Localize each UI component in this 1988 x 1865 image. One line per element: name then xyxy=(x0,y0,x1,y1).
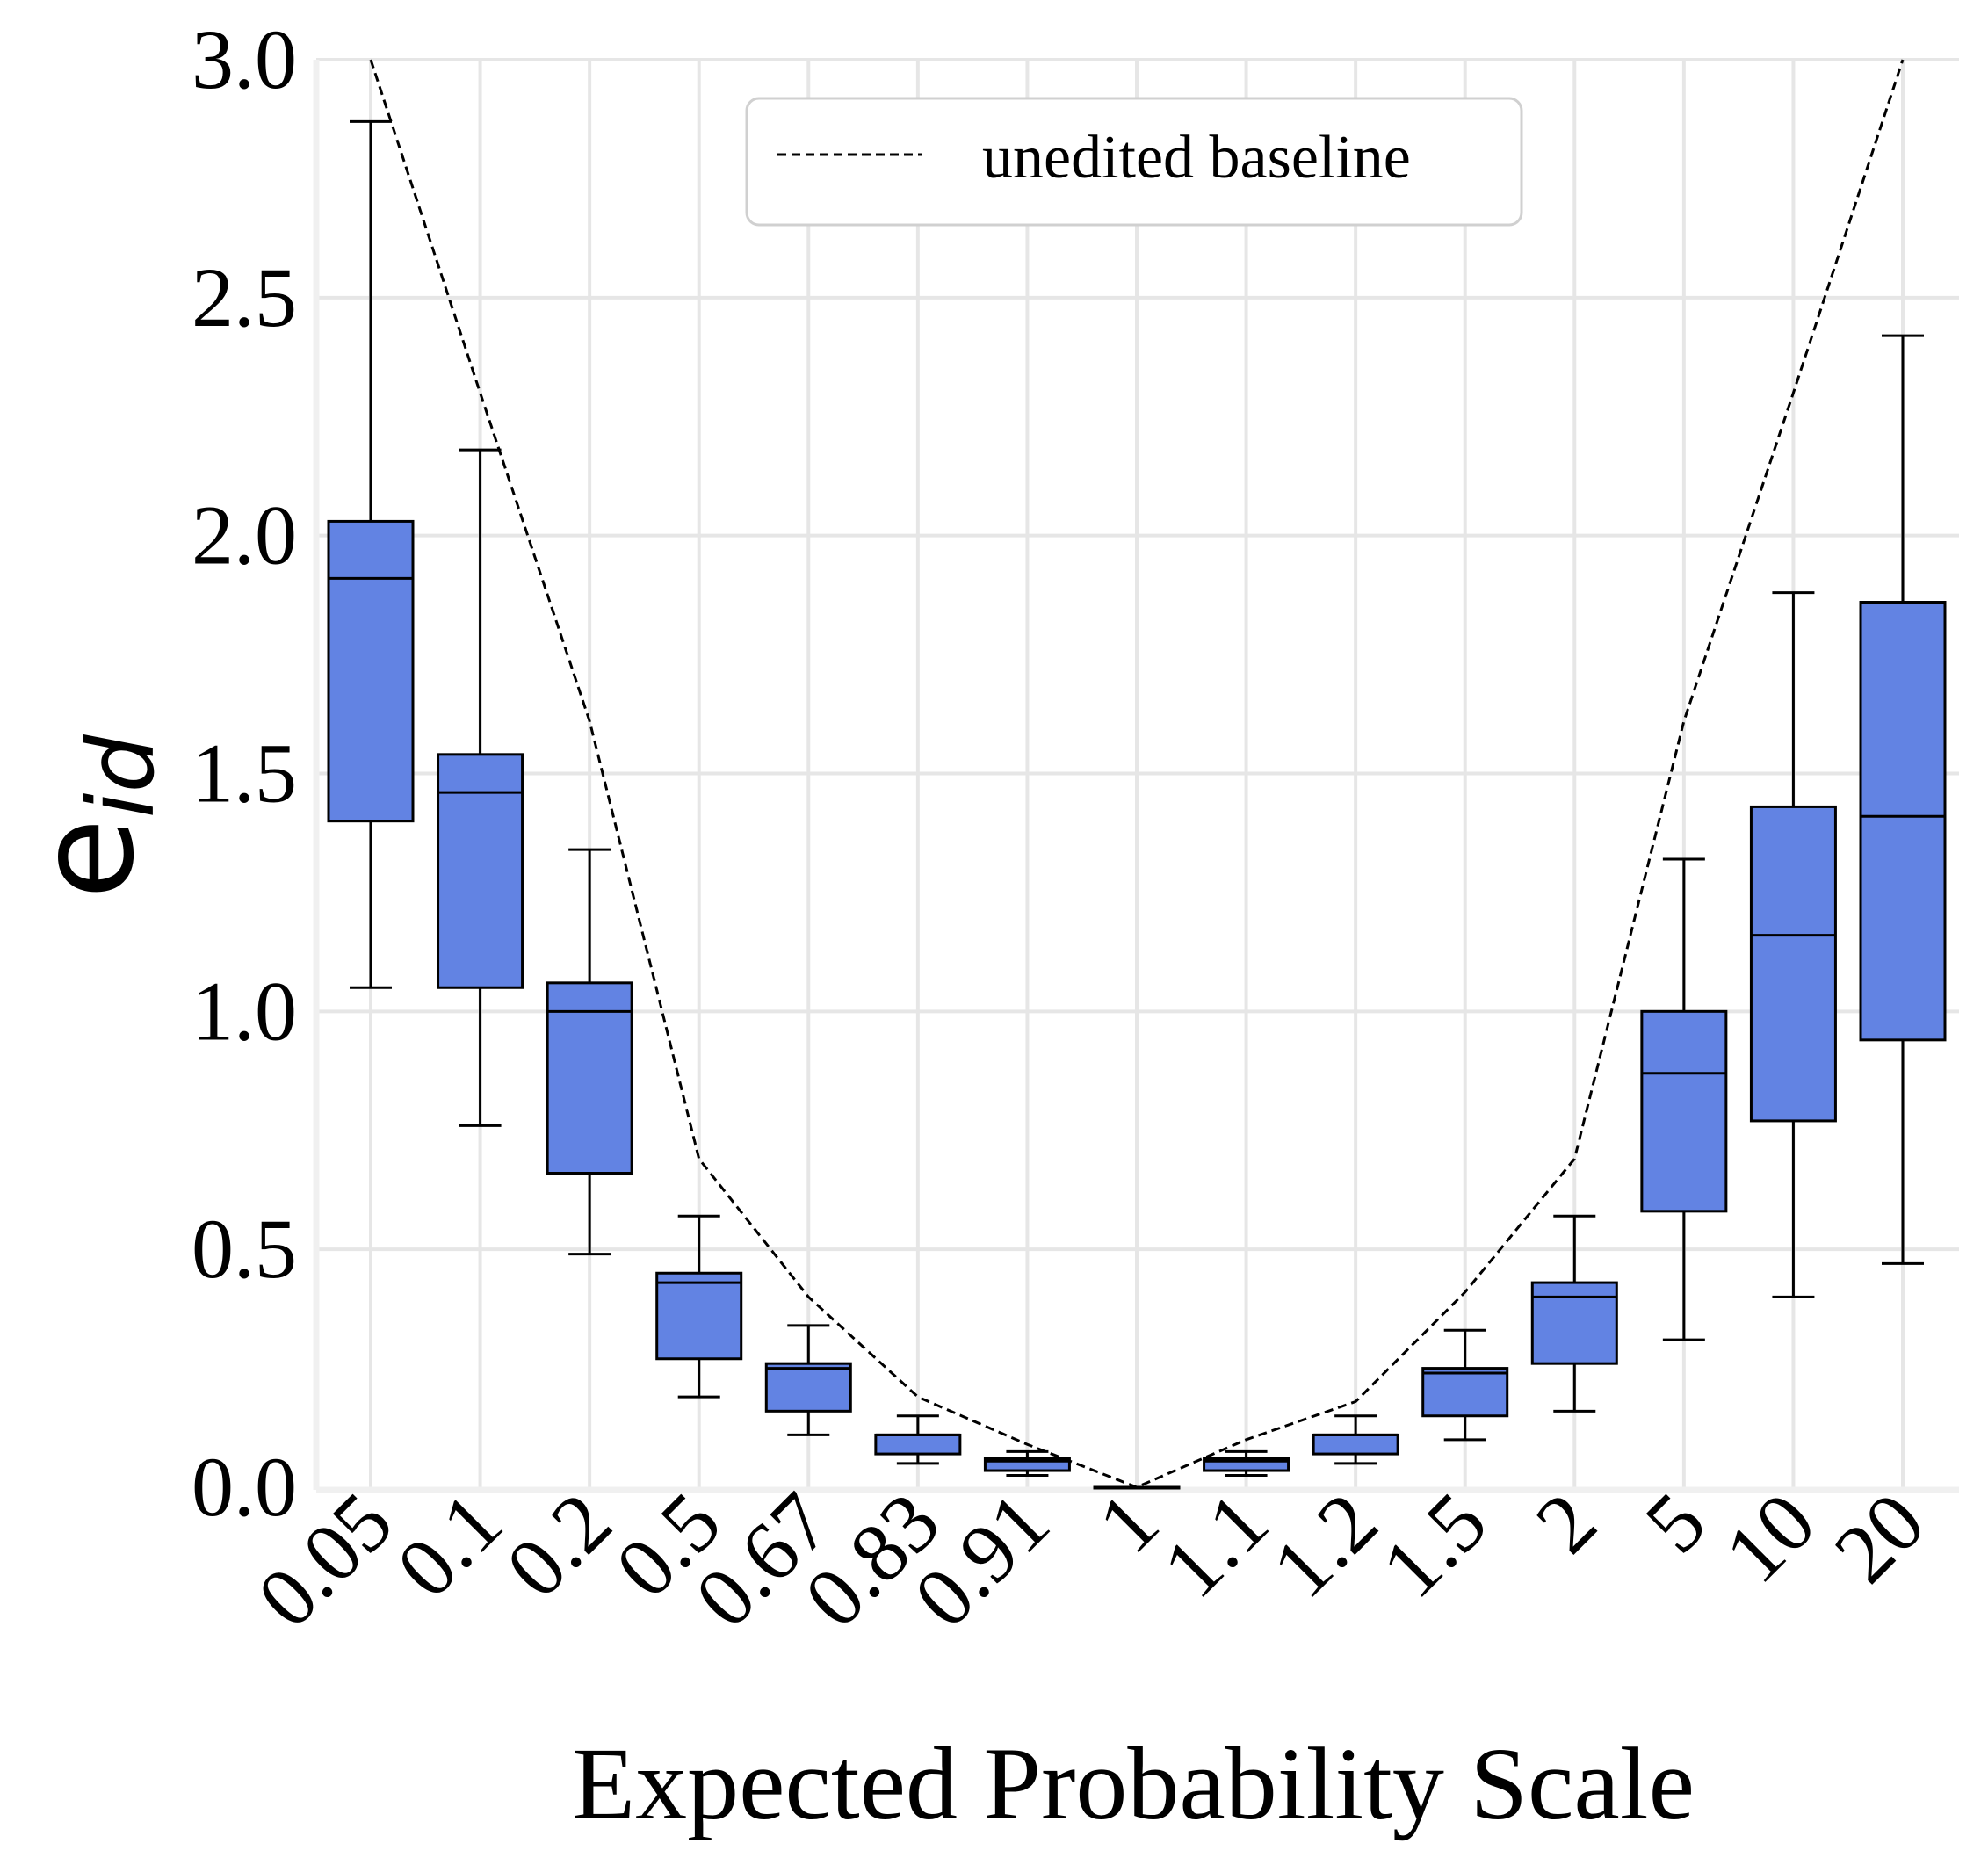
box-0.2 xyxy=(546,848,633,1256)
box-1.5 xyxy=(1421,1328,1509,1442)
y-tick-label: 2.5 xyxy=(192,250,297,344)
y-tick-label: 2.0 xyxy=(192,488,297,582)
box-0.91 xyxy=(983,1449,1071,1477)
box-2 xyxy=(1530,1214,1618,1413)
y-axis-title: eid xyxy=(11,734,175,899)
y-axis-title-base: e xyxy=(11,818,163,899)
svg-text:eid: eid xyxy=(11,734,175,899)
box-0.05 xyxy=(327,119,415,989)
box-iqr xyxy=(1421,1367,1509,1418)
box-iqr xyxy=(437,753,524,989)
box-iqr xyxy=(327,519,415,823)
box-0.5 xyxy=(655,1214,743,1399)
box-20 xyxy=(1859,334,1947,1265)
y-tick-label: 1.5 xyxy=(192,726,297,820)
box-0.1 xyxy=(437,448,524,1127)
baseline-series xyxy=(369,59,1905,1489)
legend: unedited baseline xyxy=(745,97,1523,227)
y-tick-label: 1.0 xyxy=(192,964,297,1058)
box-1.1 xyxy=(1203,1449,1290,1477)
box-series xyxy=(327,119,1947,1490)
box-1.2 xyxy=(1312,1414,1399,1465)
axes xyxy=(313,60,1959,1493)
legend-baseline-label: unedited baseline xyxy=(982,124,1411,192)
box-iqr xyxy=(1312,1433,1399,1456)
x-axis-title: Expected Probability Scale xyxy=(572,1726,1695,1841)
y-tick-label: 3.0 xyxy=(192,12,297,106)
box-iqr xyxy=(874,1433,962,1456)
y-axis-title-subscript: id xyxy=(68,734,175,818)
baseline-line xyxy=(369,59,1905,1489)
box-iqr xyxy=(1640,1009,1728,1213)
box-iqr xyxy=(655,1271,743,1361)
box-iqr xyxy=(1859,601,1947,1042)
box-10 xyxy=(1749,591,1837,1298)
box-iqr xyxy=(1749,805,1837,1123)
y-tick-label: 0.0 xyxy=(192,1440,297,1534)
box-iqr xyxy=(546,981,633,1175)
box-iqr xyxy=(1530,1281,1618,1365)
box-iqr xyxy=(764,1362,852,1413)
box-5 xyxy=(1640,857,1728,1341)
box-0.83 xyxy=(874,1414,962,1465)
legend-frame xyxy=(745,97,1523,227)
y-tick-label: 0.5 xyxy=(192,1202,297,1296)
box-0.67 xyxy=(764,1324,852,1436)
